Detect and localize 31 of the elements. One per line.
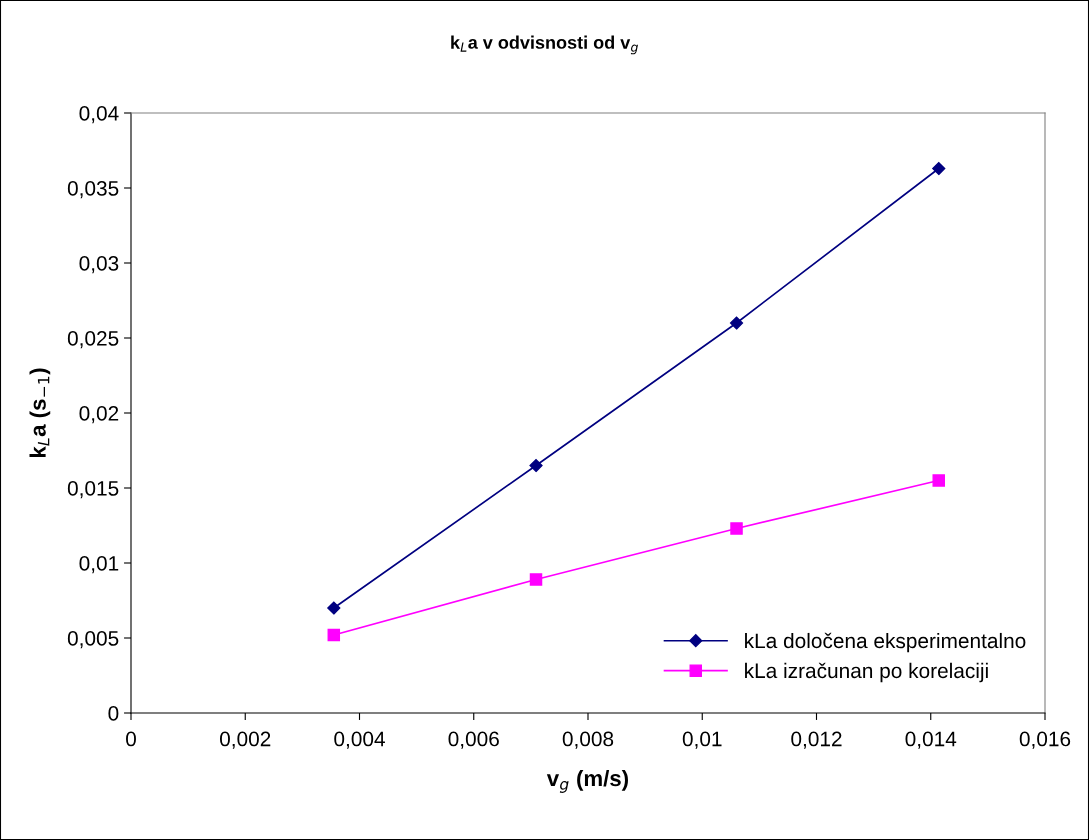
legend-label: kLa določena eksperimentalno: [745, 632, 1026, 653]
point: [932, 474, 945, 487]
x-tick-label: 0,006: [448, 731, 499, 749]
point: [327, 601, 341, 615]
point: [529, 573, 543, 586]
point: [729, 316, 744, 330]
y-tick-label: 0,04: [79, 106, 119, 124]
point: [327, 628, 341, 642]
legend-label: kLa izračunan po korelaciji: [745, 662, 988, 683]
point: [730, 522, 743, 535]
point: [932, 161, 946, 176]
x-tick-label: 0,004: [334, 731, 385, 749]
y-tick-label: 0: [108, 706, 119, 721]
x-tick-label: 0,014: [905, 731, 957, 749]
x-tick-label: 0,008: [562, 731, 614, 749]
x-tick-label: 0: [126, 731, 136, 747]
x-tick-label: 0,002: [220, 731, 271, 749]
y-tick-label: 0,02: [79, 406, 119, 424]
x-tick-label: 0,016: [1019, 731, 1071, 749]
x-axis-title: v$_{g}$ (m/s): [546, 769, 628, 793]
x-tick-label: 0,012: [791, 731, 842, 749]
chart-title: k$_{L}$a v odvisnosti od v$_{g}$: [451, 35, 638, 55]
y-tick-label: 0,01: [79, 556, 119, 574]
y-axis-title: k$_{L}$a (s$_{−1}$): [29, 368, 51, 458]
x-tick-label: 0,01: [682, 731, 722, 749]
y-tick-label: 0,03: [79, 256, 119, 274]
y-tick-label: 0,035: [67, 181, 119, 199]
y-tick-label: 0,005: [67, 631, 119, 649]
y-tick-label: 0,025: [67, 331, 119, 349]
y-tick-label: 0,015: [67, 481, 119, 499]
point: [529, 458, 543, 473]
